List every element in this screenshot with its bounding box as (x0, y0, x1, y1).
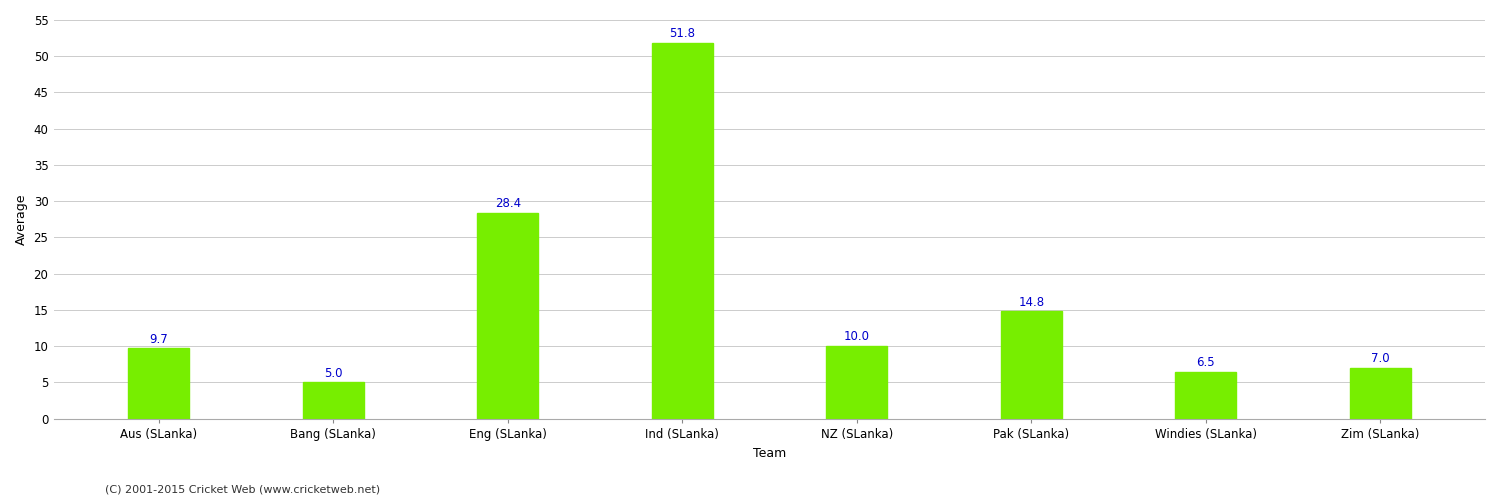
Text: 14.8: 14.8 (1019, 296, 1044, 308)
Text: 51.8: 51.8 (669, 28, 694, 40)
Text: 7.0: 7.0 (1371, 352, 1389, 365)
Y-axis label: Average: Average (15, 194, 28, 245)
Text: 28.4: 28.4 (495, 197, 520, 210)
Bar (651, 43, 712, 418)
Bar (1174, 372, 1236, 418)
X-axis label: Team: Team (753, 447, 786, 460)
Bar (827, 346, 888, 418)
Text: 5.0: 5.0 (324, 366, 342, 380)
Bar (128, 348, 189, 418)
Bar (477, 213, 538, 418)
Bar (303, 382, 363, 418)
Text: 6.5: 6.5 (1197, 356, 1215, 368)
Text: 9.7: 9.7 (150, 332, 168, 345)
Bar (1350, 368, 1412, 418)
Text: 10.0: 10.0 (844, 330, 870, 344)
Bar (1000, 312, 1062, 418)
Text: (C) 2001-2015 Cricket Web (www.cricketweb.net): (C) 2001-2015 Cricket Web (www.cricketwe… (105, 485, 380, 495)
